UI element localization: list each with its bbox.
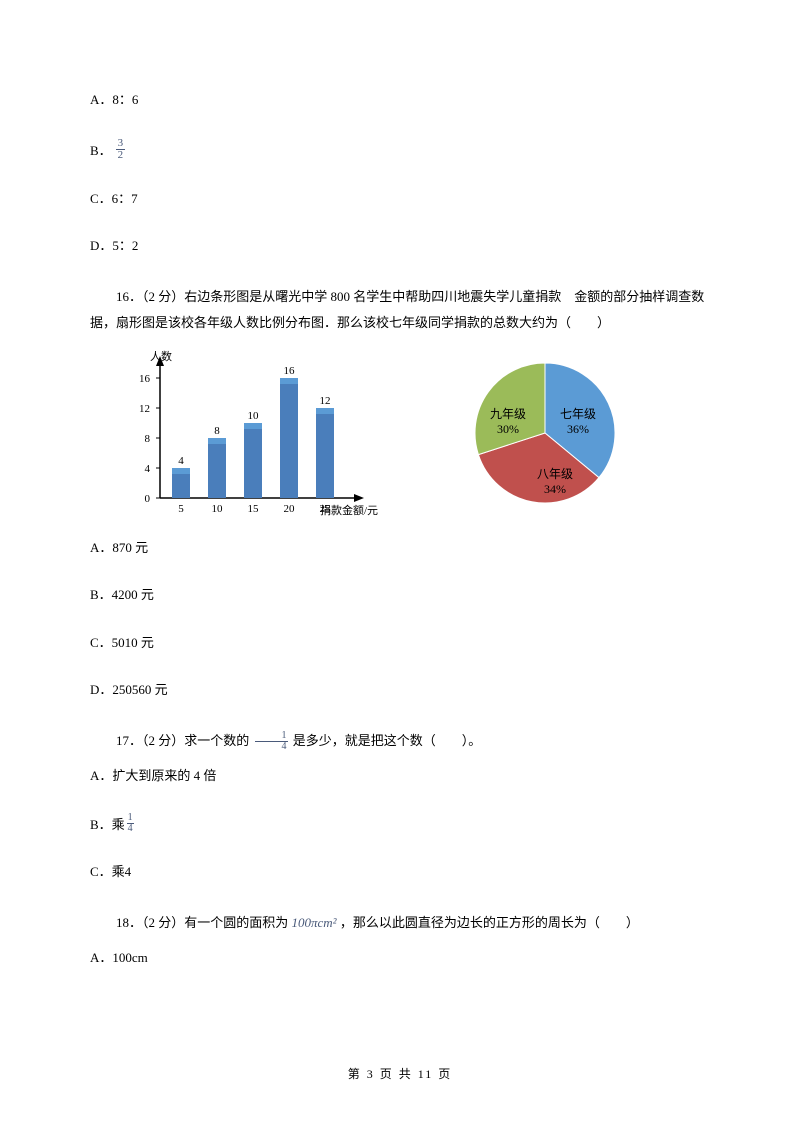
q18-suffix: ，那么以此圆直径为边长的正方形的周长为（ ） [340, 915, 639, 930]
svg-text:八年级: 八年级 [537, 467, 573, 481]
svg-text:12: 12 [320, 395, 331, 407]
option-17b-prefix: B．乘 [90, 814, 125, 833]
svg-text:15: 15 [248, 503, 260, 515]
svg-text:16: 16 [284, 365, 296, 377]
option-16d: D．250560 元 [90, 680, 710, 700]
pie-chart: 七年级36% 八年级34% 九年级30% [460, 348, 630, 518]
svg-text:20: 20 [284, 503, 296, 515]
charts-container: 人数 0481216 48101612 510152025 捐款金额/元 七年级… [120, 348, 710, 518]
svg-text:5: 5 [178, 503, 184, 515]
svg-text:4: 4 [145, 463, 151, 475]
bar-chart: 人数 0481216 48101612 510152025 捐款金额/元 [120, 348, 380, 518]
option-15b: B． 3 2 [90, 138, 710, 161]
fraction-3-2: 3 2 [116, 138, 126, 161]
svg-text:九年级: 九年级 [490, 407, 526, 421]
question-18: 18．（2 分）有一个圆的面积为 100πcm² ，那么以此圆直径为边长的正方形… [90, 910, 710, 936]
option-15a: A．8：6 [90, 90, 710, 110]
option-16a: A．870 元 [90, 538, 710, 558]
svg-text:16: 16 [139, 373, 151, 385]
option-16b: B．4200 元 [90, 585, 710, 605]
question-17: 17．（2 分）求一个数的 1 4 是多少，就是把这个数（ ）。 [90, 728, 710, 754]
option-18a: A．100cm [90, 948, 710, 968]
option-15b-prefix: B． [90, 140, 112, 159]
svg-text:36%: 36% [567, 422, 589, 436]
svg-text:捐款金额/元: 捐款金额/元 [320, 503, 378, 517]
formula-100pi: 100πcm² [292, 915, 337, 930]
svg-text:8: 8 [214, 425, 220, 437]
svg-text:34%: 34% [544, 482, 566, 496]
svg-text:8: 8 [145, 433, 151, 445]
q17-suffix: 是多少，就是把这个数（ ）。 [293, 733, 482, 748]
option-16c: C．5010 元 [90, 633, 710, 653]
svg-text:12: 12 [139, 403, 150, 415]
q17-prefix: 17．（2 分）求一个数的 [116, 733, 253, 748]
fraction-1-4-b: 1 4 [127, 813, 134, 834]
option-15d: D．5：2 [90, 236, 710, 256]
fraction-1-4: 1 4 [255, 731, 288, 752]
option-15c: C．6：7 [90, 189, 710, 209]
svg-text:10: 10 [212, 503, 224, 515]
svg-text:4: 4 [178, 455, 184, 467]
page-footer: 第 3 页 共 11 页 [0, 1065, 800, 1082]
option-17a: A．扩大到原来的 4 倍 [90, 766, 710, 786]
svg-text:30%: 30% [497, 422, 519, 436]
svg-text:七年级: 七年级 [560, 407, 596, 421]
svg-text:10: 10 [248, 410, 260, 422]
svg-text:0: 0 [145, 493, 151, 505]
q18-prefix: 18．（2 分）有一个圆的面积为 [116, 915, 292, 930]
option-17b: B．乘 1 4 [90, 813, 710, 834]
question-16: 16．（2 分）右边条形图是从曙光中学 800 名学生中帮助四川地震失学儿童捐款… [90, 284, 710, 336]
option-17c: C．乘4 [90, 862, 710, 882]
